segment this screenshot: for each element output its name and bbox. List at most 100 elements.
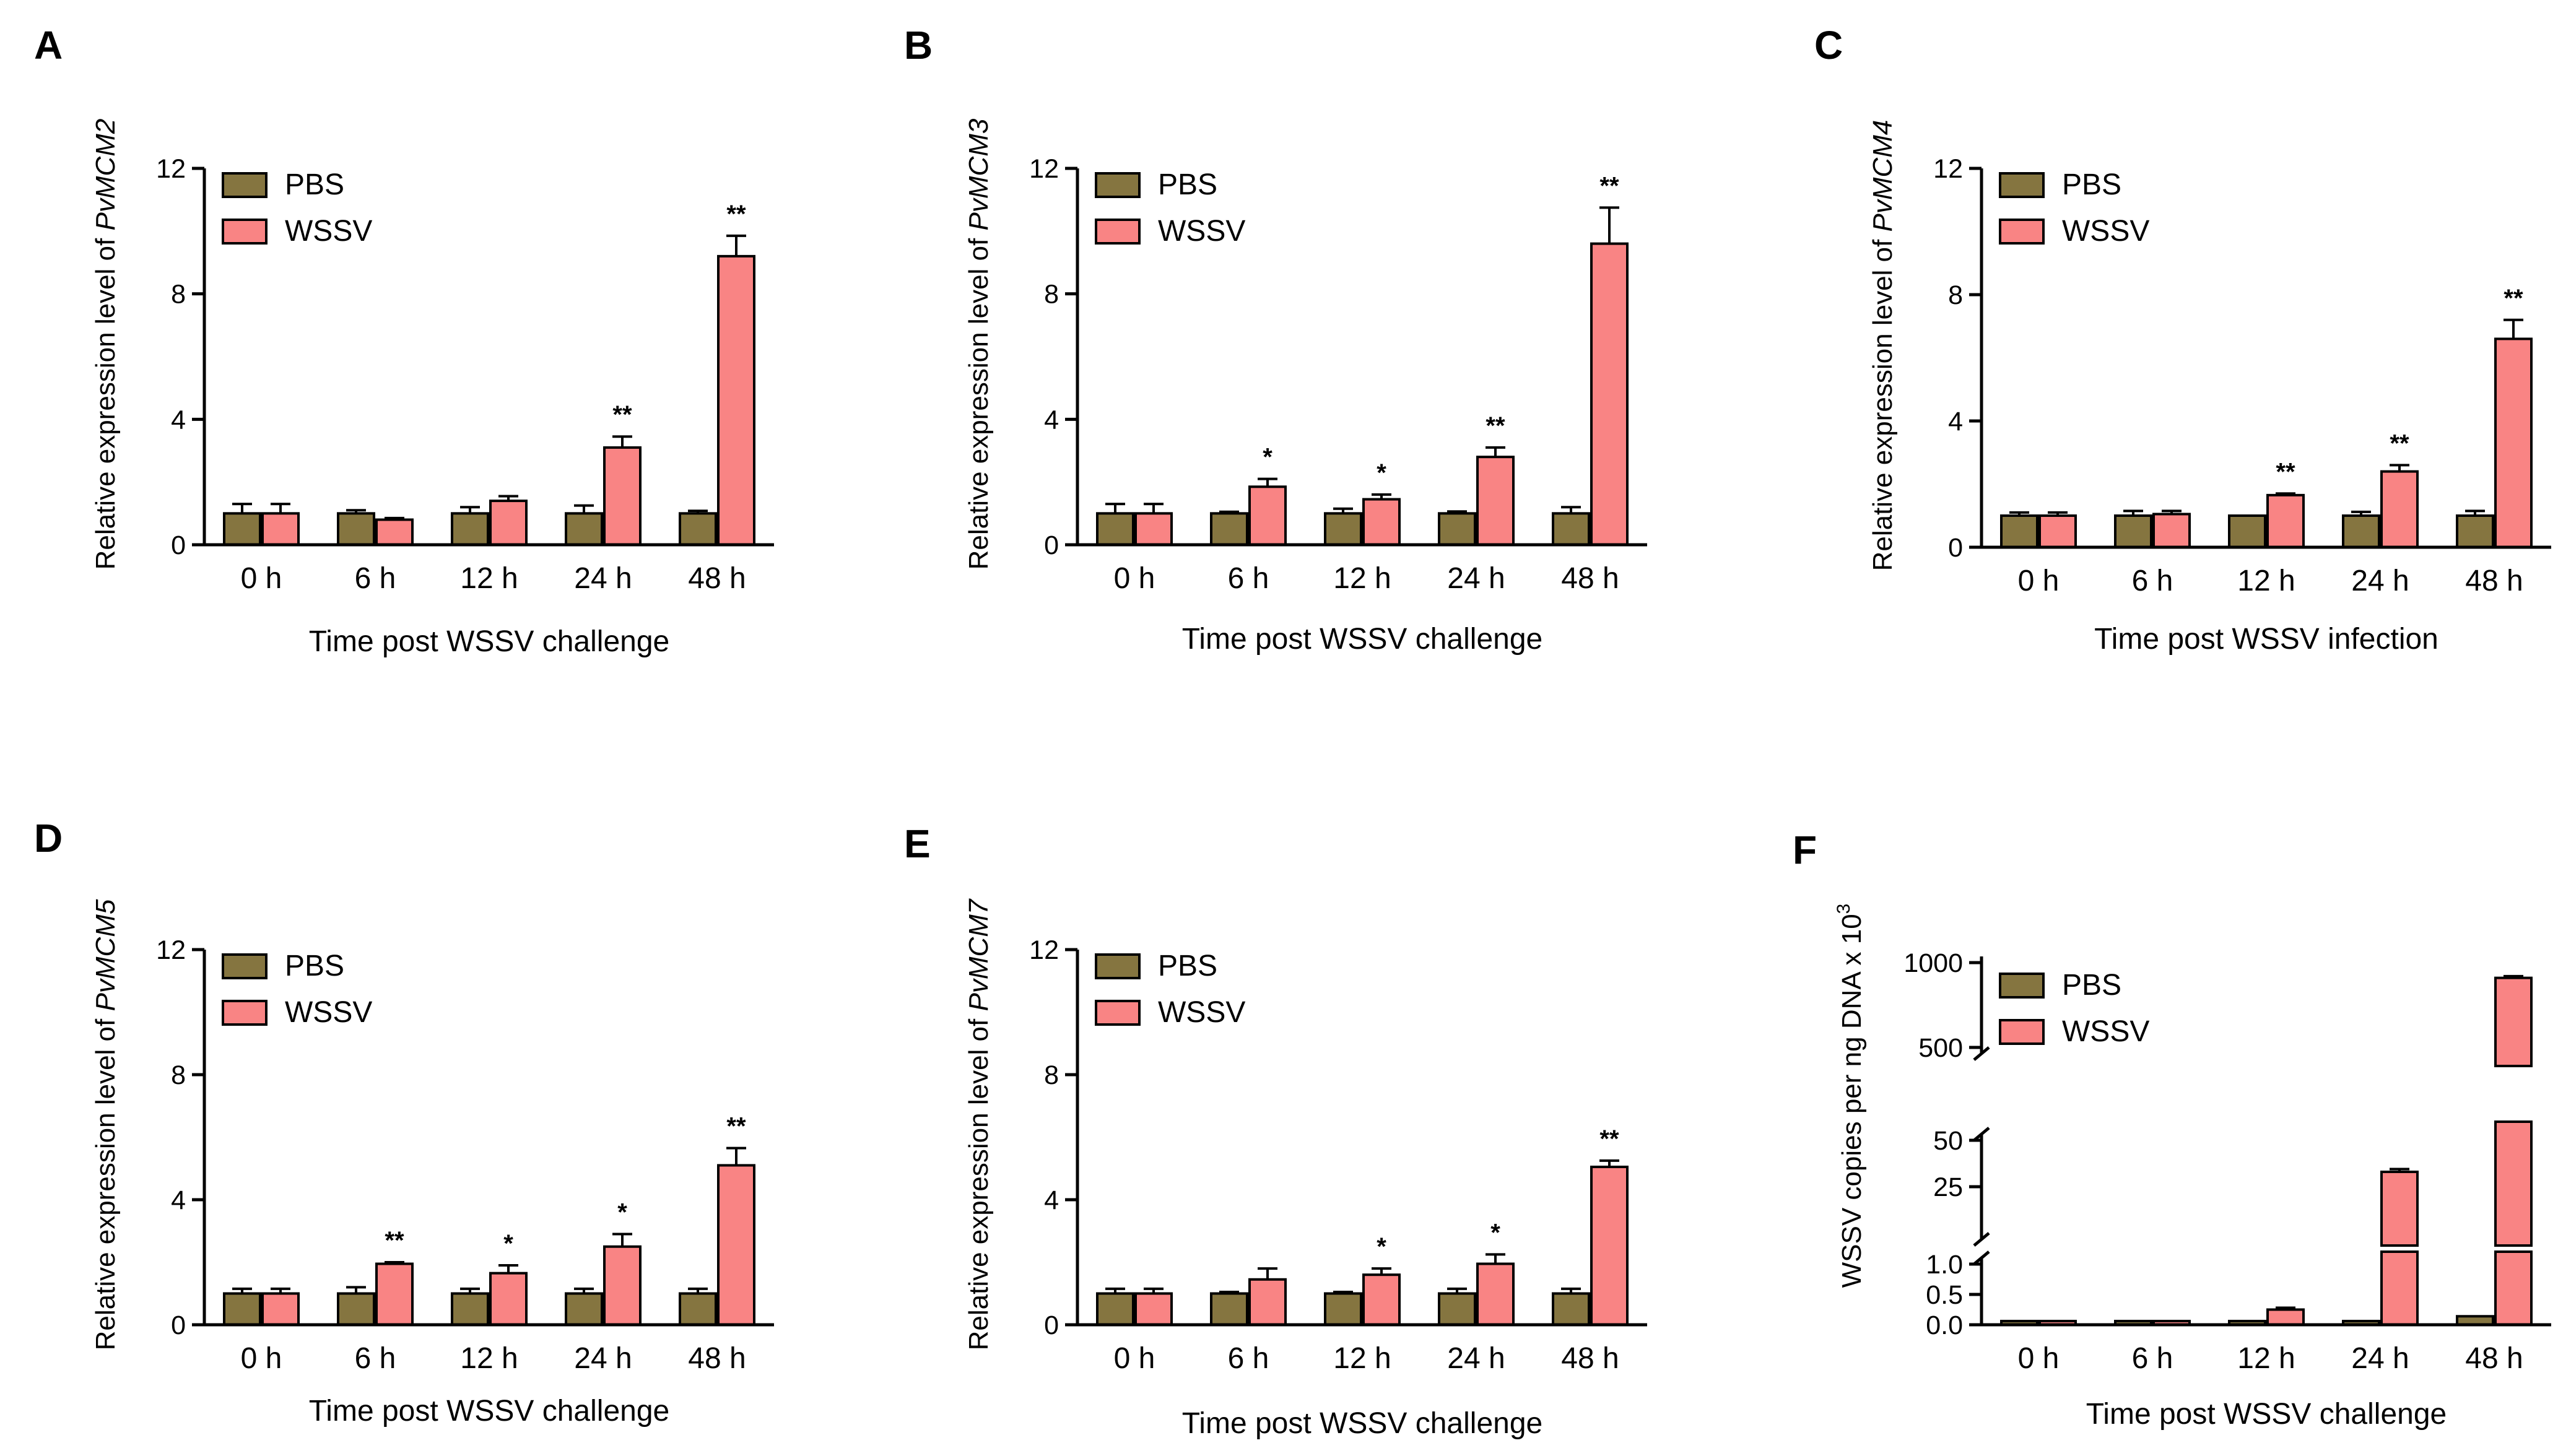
x-tick-label: 48 h: [2465, 565, 2523, 597]
x-tick-label: 24 h: [2351, 1342, 2409, 1375]
bar-wssv-24h: [1476, 1262, 1515, 1327]
chart-panel-a: A 0 4 8 12 Relative expression level of PvMCM…: [34, 23, 774, 658]
y-axis-label: WSSV copies per ng DNA x 103: [1834, 904, 1867, 1288]
legend-label-wssv: WSSV: [1158, 215, 1245, 248]
error-bar: [1144, 1287, 1164, 1294]
y-tick-label: 0: [1044, 1311, 1059, 1340]
error-bar: [1333, 1290, 1353, 1294]
legend-label-wssv: WSSV: [2062, 1015, 2149, 1048]
error-bar: [2390, 1168, 2409, 1172]
x-tick-label: 48 h: [688, 562, 746, 595]
x-tick-label: 12 h: [460, 1342, 518, 1375]
bar-pbs-48h: [1552, 1292, 1590, 1326]
x-tick-label: 0 h: [1114, 562, 1155, 595]
bar-wssv-48h: [2494, 976, 2533, 1326]
y-axis-label: Relative expression level of PvMCM5: [90, 899, 121, 1350]
chart-panel-b: B 0 4 8 12 Relative expression level of PvMCM…: [904, 23, 1647, 656]
y-tick-label: 8: [1044, 280, 1059, 310]
y-axis-label-prefix: Relative expression level of: [964, 231, 994, 570]
bar-wssv-48h: [717, 254, 755, 546]
bar-wssv-12h: [1362, 1273, 1401, 1326]
legend-swatch-wssv: [222, 219, 268, 245]
error-bar: [612, 435, 632, 448]
x-tick-label: 48 h: [1561, 562, 1619, 595]
panel-letter: C: [1814, 23, 1843, 67]
legend-label-wssv: WSSV: [1158, 996, 1245, 1029]
axis-break-mark: [1973, 1232, 1990, 1247]
significance-marker: *: [1490, 1219, 1500, 1246]
y-tick-label: 12: [1029, 154, 1059, 184]
bar-wssv-24h: [1476, 456, 1515, 547]
error-bar: [1258, 1267, 1277, 1280]
y-tick-label: 8: [171, 280, 186, 310]
chart-panel-f: F 0.00.51.0 25 50 500 1000 WSSV copies per ng …: [1793, 828, 2551, 1431]
bar-wssv-48h-segment: [2494, 1250, 2533, 1326]
x-tick-label: 6 h: [1228, 1342, 1269, 1375]
legend-label-pbs: PBS: [1158, 168, 1217, 201]
y-axis-label-gene: PvMCM3: [964, 118, 994, 230]
bar-pbs-48h: [679, 512, 717, 546]
x-tick-label: 48 h: [688, 1342, 746, 1375]
y-tick-label: 4: [171, 405, 186, 435]
y-tick-label: 0.5: [1926, 1280, 1963, 1310]
error-bar: [1219, 510, 1239, 514]
error-bar: [2504, 974, 2523, 978]
bar-pbs-6h: [1210, 512, 1248, 546]
significance-marker: **: [2390, 430, 2409, 457]
bar-wssv-24h-segment: [2380, 1171, 2419, 1247]
bar-wssv-48h: [1590, 1165, 1629, 1326]
error-bar: [2465, 509, 2485, 516]
bar-wssv-24h: [2380, 1171, 2419, 1326]
y-axis-label: Relative expression level of PvMCM4: [1868, 120, 1898, 571]
legend-swatch-pbs: [1095, 172, 1141, 198]
x-axis-label: Time post WSSV challenge: [309, 1395, 669, 1428]
significance-marker: **: [2276, 458, 2295, 485]
y-tick-label: 4: [1044, 1185, 1059, 1215]
error-bar: [271, 503, 290, 514]
x-tick-label: 48 h: [2465, 1342, 2523, 1375]
y-axis-label-text: WSSV copies per ng DNA x 10: [1837, 914, 1867, 1288]
legend-swatch-pbs: [222, 953, 268, 979]
legend-swatch-pbs: [1999, 973, 2045, 999]
bar-pbs-48h: [1552, 512, 1590, 546]
x-tick-label: 6 h: [355, 562, 396, 595]
error-bar: [1561, 506, 1581, 514]
y-axis-label-exponent: 3: [1834, 904, 1854, 914]
panel-letter: F: [1793, 828, 1817, 872]
axis-break-mark: [1973, 1046, 1990, 1061]
bar-pbs-12h: [2228, 514, 2266, 548]
legend-label-wssv: WSSV: [285, 215, 372, 248]
significance-marker: *: [1377, 1233, 1386, 1260]
bar-pbs-0h: [2000, 514, 2038, 548]
legend-swatch-pbs: [1095, 953, 1141, 979]
bar-wssv-48h: [2494, 337, 2533, 549]
error-bar: [385, 516, 404, 520]
x-tick-label: 12 h: [2237, 1342, 2295, 1375]
x-axis-label: Time post WSSV challenge: [309, 625, 669, 658]
axis-break-mark: [1973, 1127, 1990, 1142]
bar-wssv-24h-segment: [2380, 1250, 2419, 1326]
x-tick-label: 12 h: [1333, 1342, 1391, 1375]
bar-wssv-0h: [261, 1292, 300, 1326]
x-tick-label: 6 h: [355, 1342, 396, 1375]
error-bar: [2009, 511, 2029, 516]
bar-pbs-0h: [1096, 1292, 1134, 1326]
error-bar: [688, 1287, 708, 1294]
y-tick-label: 4: [171, 1185, 186, 1215]
legend-label-wssv: WSSV: [2062, 215, 2149, 248]
bar-wssv-24h: [603, 1245, 642, 1326]
bar-pbs-12h: [451, 1292, 489, 1326]
x-tick-label: 0 h: [2018, 1342, 2060, 1375]
panel-letter: E: [904, 821, 931, 866]
x-tick-label: 24 h: [1447, 1342, 1505, 1375]
x-tick-label: 12 h: [1333, 562, 1391, 595]
y-tick-label: 0: [171, 1311, 186, 1340]
y-tick-label: 1.0: [1926, 1250, 1963, 1280]
x-tick-label: 48 h: [1561, 1342, 1619, 1375]
bar-pbs-24h: [565, 512, 603, 546]
error-bar: [1105, 503, 1125, 514]
axis-break-mark: [1973, 1250, 1990, 1265]
y-axis-label-gene: PvMCM5: [90, 899, 121, 1011]
y-tick-label: 12: [1933, 154, 1963, 184]
